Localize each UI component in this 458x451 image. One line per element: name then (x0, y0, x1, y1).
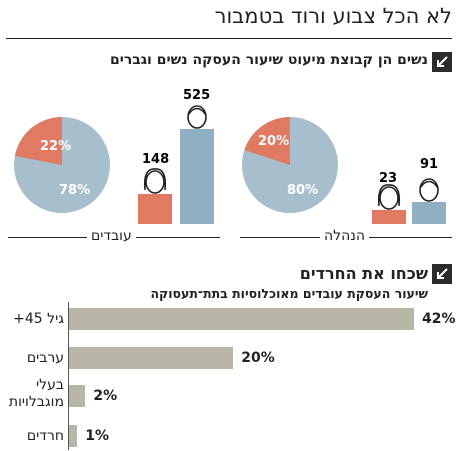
section2-title: שכחו את החרדים (299, 264, 428, 283)
section1-title: נשים הן קבוצת מיעוט שיעור העסקה נשים וגב… (109, 52, 428, 68)
workers-woman-figure: 148 (138, 152, 172, 224)
bar-1 (69, 347, 234, 369)
bar-category-label: גיל 45+ (13, 311, 64, 327)
bar-3 (69, 425, 78, 447)
bar-category-label: חרדים (26, 428, 64, 444)
man-icon (419, 178, 439, 202)
pie-label-men: 78% (59, 183, 90, 198)
management-woman-figure: 23 (372, 171, 406, 224)
woman-bar (372, 210, 406, 224)
section1-chart: 22% 78% 148 525 20% 80% 23 91 (14, 88, 446, 224)
man-bar (180, 129, 214, 224)
section2-subtitle: שיעור העסקת עובדים מאוכלוסיות בתת־תעסוקה (150, 286, 428, 301)
workers-pie: 22% 78% (14, 117, 110, 213)
pie-label-men: 80% (287, 183, 318, 198)
bar-category-label: ערבים (26, 350, 64, 366)
bar-0 (69, 308, 414, 330)
woman-count-label: 148 (142, 152, 169, 167)
title-rule (6, 38, 452, 39)
woman-icon (377, 184, 401, 210)
bar-value-label: 2% (93, 388, 118, 404)
page-title: לא הכל צבוע ורוד בטמבור (214, 4, 452, 28)
bar-axis (68, 302, 69, 450)
man-icon (187, 105, 207, 129)
section1-badge (432, 52, 452, 72)
woman-count-label: 23 (379, 171, 397, 186)
man-bar (412, 202, 446, 224)
pie-label-women: 22% (40, 139, 71, 154)
management-pie: 20% 80% (242, 117, 338, 213)
workers-man-figure: 525 (180, 88, 214, 224)
bar-2 (69, 385, 86, 407)
arrow-corner-icon (437, 268, 448, 279)
bar-value-label: 20% (241, 350, 275, 366)
management-label: הנהלה (320, 228, 370, 244)
bar-value-label: 42% (422, 311, 456, 327)
bar-category-label: בעלי מוגבלויות (8, 377, 64, 410)
bar-value-label: 1% (85, 428, 109, 444)
arrow-corner-icon (437, 56, 448, 67)
management-man-figure: 91 (412, 157, 446, 224)
workers-label: עובדים (87, 228, 136, 244)
pie-label-women: 20% (258, 134, 289, 149)
pie-slice-women (244, 117, 290, 165)
section2-badge (432, 264, 452, 284)
woman-bar (138, 194, 172, 224)
pie-slice-women (14, 117, 62, 165)
man-count-label: 525 (183, 88, 210, 103)
man-count-label: 91 (420, 157, 438, 172)
woman-icon (143, 168, 167, 194)
